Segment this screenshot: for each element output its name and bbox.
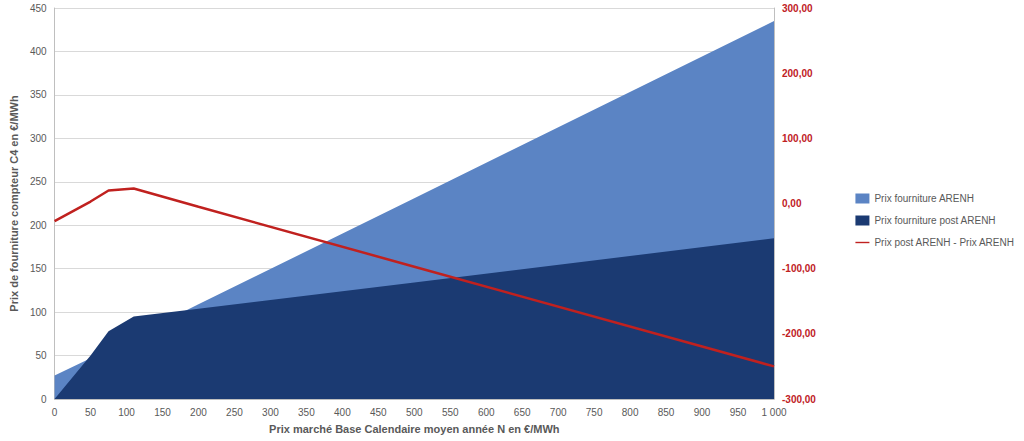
- svg-text:200,00: 200,00: [782, 68, 813, 79]
- svg-text:Prix de fourniture compteur C4: Prix de fourniture compteur C4 en €/MWh: [8, 95, 20, 312]
- svg-text:0,00: 0,00: [782, 198, 802, 209]
- svg-text:900: 900: [694, 407, 711, 418]
- svg-text:-100,00: -100,00: [782, 263, 816, 274]
- svg-text:0: 0: [52, 407, 58, 418]
- svg-text:Prix post ARENH - Prix ARENH: Prix post ARENH - Prix ARENH: [874, 237, 1013, 248]
- svg-text:100,00: 100,00: [782, 133, 813, 144]
- svg-text:300: 300: [30, 133, 47, 144]
- svg-text:700: 700: [550, 407, 567, 418]
- svg-text:800: 800: [622, 407, 639, 418]
- svg-text:300: 300: [262, 407, 279, 418]
- svg-text:350: 350: [30, 89, 47, 100]
- svg-text:150: 150: [154, 407, 171, 418]
- svg-text:100: 100: [118, 407, 135, 418]
- svg-text:250: 250: [226, 407, 243, 418]
- svg-text:0: 0: [41, 394, 47, 405]
- svg-text:-300,00: -300,00: [782, 394, 816, 405]
- svg-text:750: 750: [586, 407, 603, 418]
- svg-text:650: 650: [514, 407, 531, 418]
- svg-text:450: 450: [30, 3, 47, 14]
- svg-text:950: 950: [730, 407, 747, 418]
- svg-text:250: 250: [30, 176, 47, 187]
- svg-text:600: 600: [478, 407, 495, 418]
- svg-text:400: 400: [334, 407, 351, 418]
- svg-text:550: 550: [442, 407, 459, 418]
- svg-text:150: 150: [30, 263, 47, 274]
- svg-text:300,00: 300,00: [782, 3, 813, 14]
- svg-text:200: 200: [30, 220, 47, 231]
- svg-text:1 000: 1 000: [761, 407, 786, 418]
- svg-text:850: 850: [658, 407, 675, 418]
- svg-text:50: 50: [35, 350, 47, 361]
- svg-text:200: 200: [190, 407, 207, 418]
- svg-text:Prix fourniture post ARENH: Prix fourniture post ARENH: [874, 215, 995, 226]
- svg-text:500: 500: [406, 407, 423, 418]
- svg-text:50: 50: [85, 407, 97, 418]
- svg-text:450: 450: [370, 407, 387, 418]
- svg-text:400: 400: [30, 46, 47, 57]
- svg-text:350: 350: [298, 407, 315, 418]
- svg-text:Prix marché Base Calendaire mo: Prix marché Base Calendaire moyen année …: [269, 423, 560, 435]
- svg-text:Prix fourniture ARENH: Prix fourniture ARENH: [874, 193, 973, 204]
- svg-text:100: 100: [30, 307, 47, 318]
- svg-text:-200,00: -200,00: [782, 328, 816, 339]
